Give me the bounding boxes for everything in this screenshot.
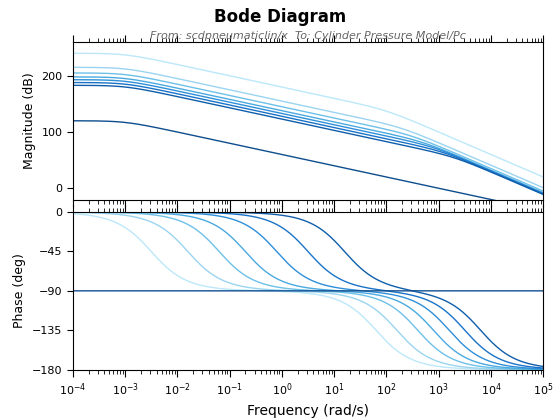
- X-axis label: Frequency (rad/s): Frequency (rad/s): [247, 404, 369, 417]
- Text: Bode Diagram: Bode Diagram: [214, 8, 346, 26]
- Y-axis label: Magnitude (dB): Magnitude (dB): [23, 72, 36, 169]
- Y-axis label: Phase (deg): Phase (deg): [13, 253, 26, 328]
- Title: From: scdpneumaticlin/x  To: Cylinder Pressure Model/Pc: From: scdpneumaticlin/x To: Cylinder Pre…: [150, 31, 466, 41]
